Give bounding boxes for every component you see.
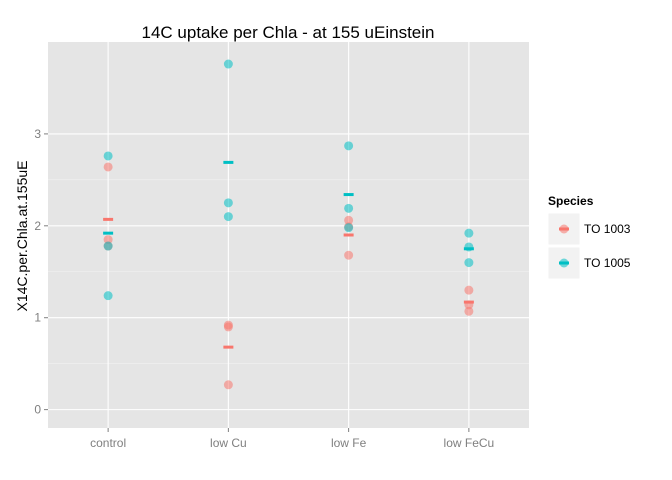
legend-keys: TO 1003 TO 1005 xyxy=(547,212,631,280)
legend-label: TO 1005 xyxy=(584,256,631,270)
data-point xyxy=(464,285,474,295)
data-point xyxy=(103,241,113,251)
x-axis: control low Cu low Fe low FeCu xyxy=(90,428,494,450)
legend-item: TO 1003 xyxy=(547,212,631,246)
data-point xyxy=(103,162,113,172)
data-point xyxy=(344,203,354,213)
x-tick-label: low FeCu xyxy=(444,436,495,450)
y-tick-label: 2 xyxy=(34,219,41,233)
y-tick-label: 1 xyxy=(34,311,41,325)
data-point xyxy=(103,291,113,301)
data-point xyxy=(344,223,354,233)
x-tick-label: low Fe xyxy=(331,436,367,450)
x-tick-label: control xyxy=(90,436,126,450)
data-point xyxy=(344,215,354,225)
data-point xyxy=(223,59,233,69)
data-point xyxy=(344,250,354,260)
legend: Species TO 1003 TO 1005 xyxy=(547,194,631,280)
data-point xyxy=(103,235,113,245)
plot-panel xyxy=(48,42,529,428)
data-point xyxy=(344,141,354,151)
data-point xyxy=(103,151,113,161)
data-point xyxy=(223,380,233,390)
data-point xyxy=(464,258,474,268)
data-point xyxy=(223,322,233,332)
grid-lines xyxy=(48,42,529,428)
data-point xyxy=(223,198,233,208)
chart-title: 14C uptake per Chla - at 155 uEinstein xyxy=(142,23,435,42)
y-tick-label: 3 xyxy=(34,127,41,141)
x-tick-label: low Cu xyxy=(210,436,247,450)
legend-item: TO 1005 xyxy=(547,246,631,280)
legend-title: Species xyxy=(548,194,594,208)
data-point xyxy=(223,212,233,222)
y-axis: 0 1 2 3 xyxy=(34,127,48,417)
y-axis-title: X14C.per.Chla.at.155uE xyxy=(14,161,30,312)
data-point xyxy=(464,228,474,238)
y-tick-label: 0 xyxy=(34,403,41,417)
legend-label: TO 1003 xyxy=(584,222,631,236)
data-point xyxy=(464,306,474,316)
data-marks xyxy=(103,59,474,390)
series-to-1005 xyxy=(103,59,474,301)
